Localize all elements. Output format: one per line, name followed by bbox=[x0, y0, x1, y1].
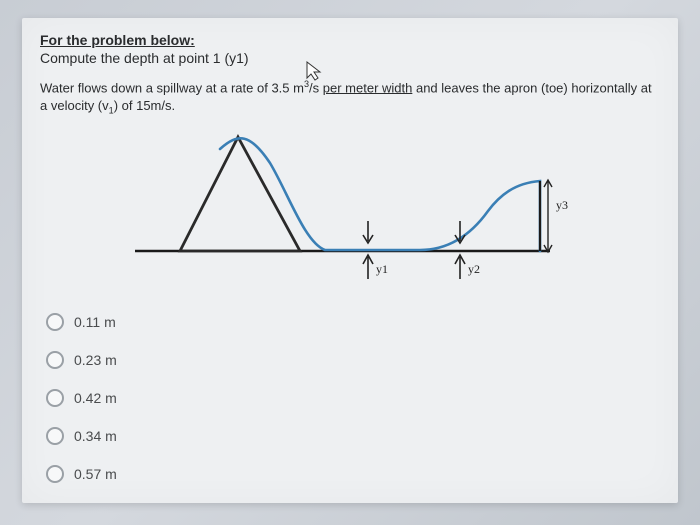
option-label: 0.57 m bbox=[74, 466, 117, 482]
heading-line1: For the problem below: bbox=[40, 32, 660, 48]
option-3[interactable]: 0.34 m bbox=[46, 427, 660, 445]
radio-icon bbox=[46, 351, 64, 369]
answer-options: 0.11 m 0.23 m 0.42 m 0.34 m 0.57 m bbox=[40, 307, 660, 483]
label-y3: y3 bbox=[556, 198, 568, 212]
arrow-up-y1 bbox=[363, 255, 373, 279]
question-card: For the problem below: Compute the depth… bbox=[22, 18, 678, 503]
spillway-diagram: y1 y2 y3 bbox=[120, 123, 580, 293]
option-4[interactable]: 0.57 m bbox=[46, 465, 660, 483]
diagram-container: y1 y2 y3 bbox=[40, 123, 660, 293]
radio-icon bbox=[46, 465, 64, 483]
label-y1: y1 bbox=[376, 262, 388, 276]
spillway-structure bbox=[180, 137, 300, 251]
option-label: 0.11 m bbox=[74, 314, 116, 330]
problem-underline: per meter width bbox=[323, 80, 413, 95]
arrow-up-y2 bbox=[455, 255, 465, 279]
arrow-down-1 bbox=[363, 221, 373, 243]
option-label: 0.23 m bbox=[74, 352, 117, 368]
problem-text-1: Water flows down a spillway at a rate of… bbox=[40, 80, 304, 95]
heading-line2: Compute the depth at point 1 (y1) bbox=[40, 50, 660, 66]
problem-statement: Water flows down a spillway at a rate of… bbox=[40, 78, 660, 117]
radio-icon bbox=[46, 389, 64, 407]
option-2[interactable]: 0.42 m bbox=[46, 389, 660, 407]
option-0[interactable]: 0.11 m bbox=[46, 313, 660, 331]
option-label: 0.42 m bbox=[74, 390, 117, 406]
option-label: 0.34 m bbox=[74, 428, 117, 444]
problem-text-2: /s bbox=[309, 80, 323, 95]
radio-icon bbox=[46, 313, 64, 331]
dim-y3 bbox=[544, 180, 552, 252]
label-y2: y2 bbox=[468, 262, 480, 276]
problem-text-4: ) of 15m/s. bbox=[114, 98, 175, 113]
option-1[interactable]: 0.23 m bbox=[46, 351, 660, 369]
radio-icon bbox=[46, 427, 64, 445]
